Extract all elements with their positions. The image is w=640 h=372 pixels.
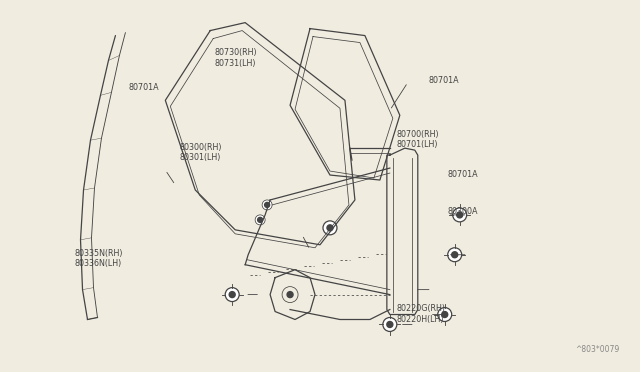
Circle shape — [225, 288, 239, 302]
Text: 80700(RH)
80701(LH): 80700(RH) 80701(LH) — [397, 130, 439, 150]
Circle shape — [452, 208, 467, 222]
Circle shape — [323, 221, 337, 235]
Circle shape — [327, 225, 333, 231]
Circle shape — [387, 321, 393, 327]
Circle shape — [457, 212, 463, 218]
Text: 80701A: 80701A — [429, 76, 459, 85]
Circle shape — [442, 311, 448, 318]
Text: 80220G(RH)
80220H(LH): 80220G(RH) 80220H(LH) — [397, 304, 445, 324]
Circle shape — [229, 292, 235, 298]
Circle shape — [383, 318, 397, 331]
Circle shape — [438, 308, 452, 321]
Circle shape — [264, 202, 269, 208]
Text: ^803*0079: ^803*0079 — [575, 345, 620, 355]
Text: 80701A: 80701A — [129, 83, 159, 92]
Text: 80300A: 80300A — [448, 208, 478, 217]
Circle shape — [255, 215, 265, 225]
Circle shape — [262, 200, 272, 210]
Text: 80701A: 80701A — [448, 170, 478, 179]
Text: 80300(RH)
80301(LH): 80300(RH) 80301(LH) — [179, 143, 222, 162]
Circle shape — [452, 252, 458, 258]
Text: 80730(RH)
80731(LH): 80730(RH) 80731(LH) — [214, 48, 257, 68]
Circle shape — [448, 248, 461, 262]
Circle shape — [287, 292, 293, 298]
Text: 80335N(RH)
80336N(LH): 80335N(RH) 80336N(LH) — [74, 248, 123, 268]
Circle shape — [258, 217, 262, 222]
